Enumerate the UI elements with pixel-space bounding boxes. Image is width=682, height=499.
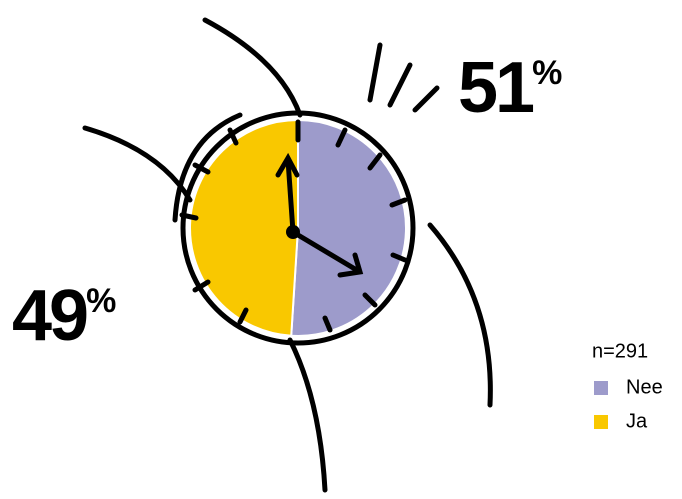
- legend: Nee Ja: [594, 376, 663, 432]
- legend-swatch: [594, 381, 608, 395]
- value-label: 51%: [458, 48, 562, 128]
- legend-label: Nee: [626, 376, 663, 398]
- legend-label: Ja: [626, 410, 648, 432]
- pie-slice: [189, 118, 299, 337]
- sketch-lines: [82, 17, 493, 493]
- legend-swatch: [594, 415, 608, 429]
- pie-slice: [290, 118, 407, 337]
- pie: [189, 118, 407, 337]
- value-label: 49%: [12, 276, 116, 356]
- clock: [179, 110, 416, 346]
- note: n=291: [592, 340, 648, 362]
